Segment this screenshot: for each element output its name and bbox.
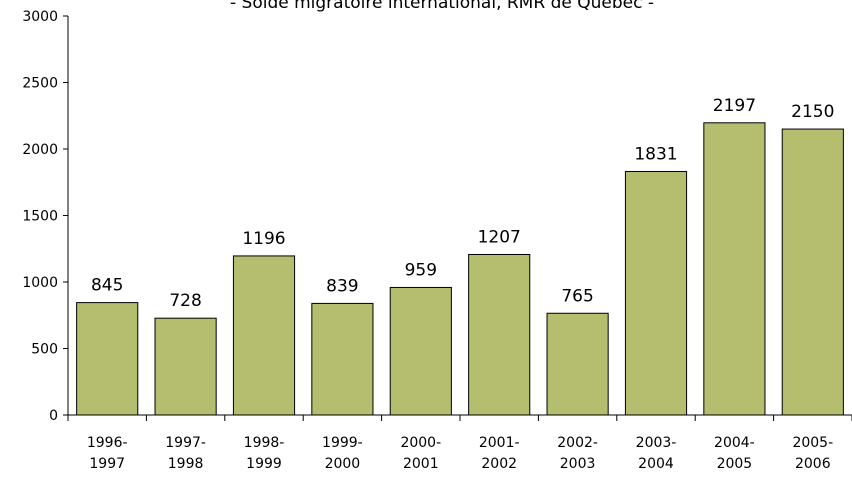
bar [76, 302, 139, 416]
x-tick-label: 2003- [636, 435, 677, 451]
x-tick-label: 1998 [168, 456, 204, 472]
value-label: 2197 [713, 96, 756, 116]
y-tick-label: 0 [49, 408, 58, 424]
bar [624, 170, 688, 416]
bar [154, 317, 217, 416]
value-label: 839 [326, 276, 358, 296]
bar [232, 255, 296, 416]
x-tick-label: 1999- [322, 435, 363, 451]
x-tick-label: 2001- [479, 435, 520, 451]
x-tick-label: 2005- [792, 435, 833, 451]
x-tick-label: 2005 [717, 456, 753, 472]
value-label: 845 [91, 276, 123, 296]
bar [389, 286, 452, 416]
bar [703, 122, 766, 416]
value-label: 1207 [478, 227, 521, 247]
x-tick-label: 2000- [400, 435, 441, 451]
chart-title: - Solde migratoire international, RMR de… [230, 0, 654, 13]
value-label: 959 [405, 260, 437, 280]
value-label: 2150 [791, 102, 834, 122]
x-tick-label: 2006 [795, 456, 831, 472]
y-tick-label: 1000 [22, 275, 58, 291]
bar [311, 302, 374, 416]
y-tick-label: 2000 [22, 142, 58, 158]
bar [546, 312, 609, 416]
x-tick-label: 2001 [403, 456, 439, 472]
x-tick-label: 2004 [638, 456, 674, 472]
x-tick-label: 1997 [89, 456, 125, 472]
y-tick-label: 3000 [22, 9, 58, 25]
value-label: 1831 [634, 144, 677, 164]
x-tick-label: 1996- [87, 435, 128, 451]
y-tick-label: 1500 [22, 209, 58, 225]
value-label: 728 [169, 291, 201, 311]
x-tick-label: 2002 [481, 456, 517, 472]
x-tick-label: 1999 [246, 456, 282, 472]
x-tick-label: 2000 [325, 456, 361, 472]
y-tick-label: 500 [31, 342, 58, 358]
x-tick-label: 2004- [714, 435, 755, 451]
x-tick-label: 1997- [165, 435, 206, 451]
value-label: 1196 [242, 229, 285, 249]
bar [468, 253, 531, 416]
x-tick-label: 1998- [244, 435, 285, 451]
bar [781, 128, 844, 416]
x-tick-label: 2003 [560, 456, 596, 472]
x-tick-label: 2002- [557, 435, 598, 451]
y-tick-label: 2500 [22, 76, 58, 92]
value-label: 765 [561, 286, 593, 306]
